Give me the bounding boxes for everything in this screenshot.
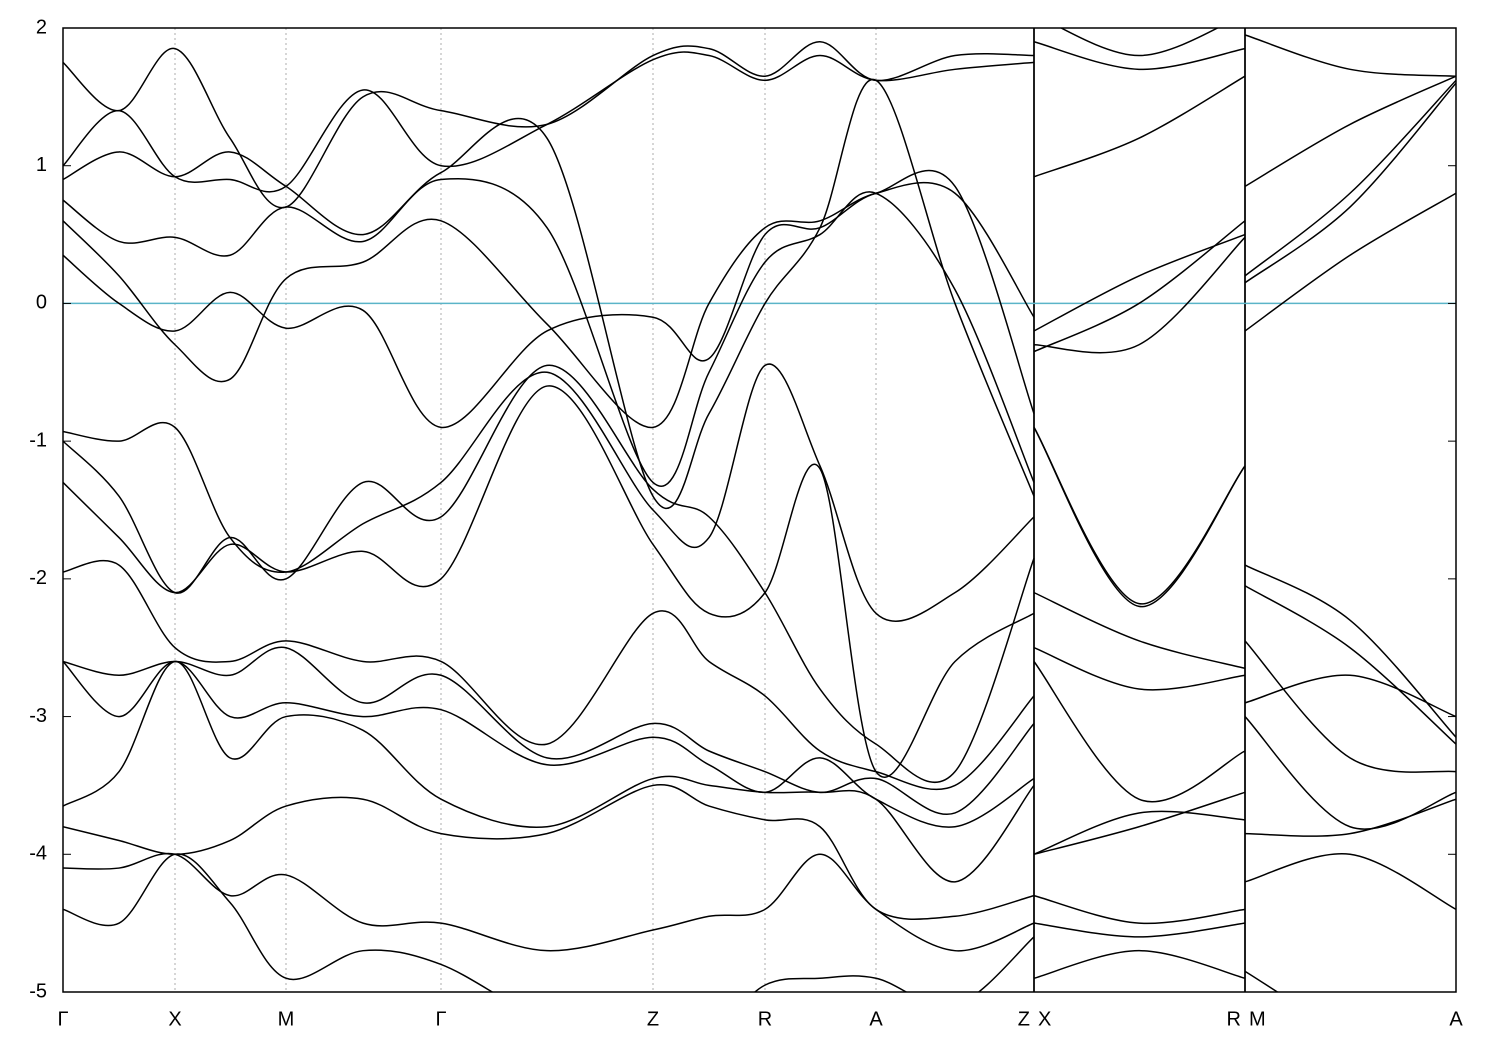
- y-tick-label: -4: [29, 843, 47, 865]
- x-tick-label: X: [168, 1008, 181, 1030]
- y-tick-label: -5: [29, 980, 47, 1002]
- band: [63, 660, 1456, 856]
- x-tick-label: Z: [1018, 1008, 1030, 1030]
- band: [63, 853, 1246, 992]
- band: [63, 646, 1456, 830]
- y-tick-label: -1: [29, 429, 47, 451]
- band: [63, 364, 1456, 784]
- y-tick-label: -2: [29, 567, 47, 589]
- grid-layer: [63, 28, 1456, 992]
- y-tick-label: 1: [36, 154, 47, 176]
- y-tick-label: 0: [36, 292, 47, 314]
- band: [63, 75, 1456, 509]
- x-tick-label: R: [758, 1008, 772, 1030]
- plot-frame: [62, 27, 1457, 993]
- band-layer: [63, 28, 1456, 992]
- band: [63, 79, 1456, 487]
- band: [63, 852, 1246, 952]
- x-tick-label: A: [869, 1008, 883, 1030]
- x-tick-label: M: [1249, 1008, 1266, 1030]
- x-tick-label: X: [1038, 1008, 1051, 1030]
- band: [63, 34, 1456, 193]
- y-tick-label: -3: [29, 705, 47, 727]
- band: [63, 660, 1456, 911]
- band: [63, 82, 1456, 429]
- y-tick-label: 2: [36, 16, 47, 38]
- band: [63, 363, 1456, 745]
- band: [63, 181, 1456, 429]
- x-tick-label: Γ: [435, 1008, 446, 1030]
- x-tick-label: A: [1449, 1008, 1463, 1030]
- band: [63, 559, 1456, 791]
- band: [63, 28, 1220, 209]
- x-tick-label: M: [278, 1008, 295, 1030]
- x-tick-label: Z: [647, 1008, 659, 1030]
- x-tick-label: R: [1227, 1008, 1241, 1030]
- x-tick-label: Γ: [57, 1008, 68, 1030]
- band: [63, 385, 1456, 778]
